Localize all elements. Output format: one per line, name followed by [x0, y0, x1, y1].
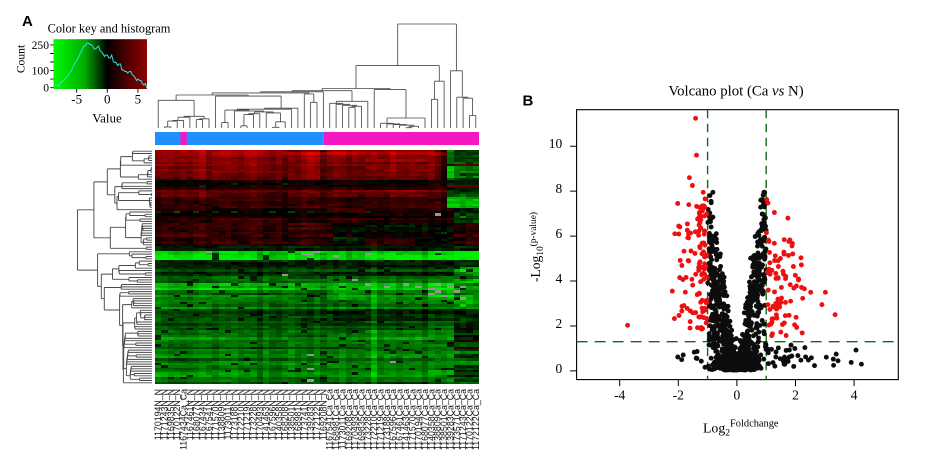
svg-text:1169835N_N: 1169835N_N [166, 389, 176, 440]
svg-text:Value: Value [92, 111, 122, 126]
svg-text:A: A [22, 13, 33, 30]
svg-text:1139283Ca_Ca: 1139283Ca_Ca [445, 389, 455, 450]
svg-text:1169208N_N: 1169208N_N [318, 389, 328, 440]
svg-text:1167596Ca_Ca: 1167596Ca_Ca [388, 389, 398, 450]
svg-text:1173741N_N: 1173741N_N [299, 389, 309, 440]
svg-text:1167461Ca_Ca: 1167461Ca_Ca [395, 389, 405, 450]
svg-text:-5: -5 [71, 92, 82, 107]
svg-text:10: 10 [549, 136, 563, 151]
svg-text:0: 0 [556, 361, 563, 376]
svg-text:1171219Ca_Ca: 1171219Ca_Ca [376, 389, 386, 450]
svg-text:Color key and histogram: Color key and histogram [48, 22, 171, 36]
svg-text:1138501Ca_Ca: 1138501Ca_Ca [439, 389, 449, 450]
svg-text:B: B [523, 93, 534, 110]
svg-text:1167596N_N: 1167596N_N [268, 389, 278, 440]
svg-text:100: 100 [32, 65, 50, 78]
svg-text:-2: -2 [673, 388, 684, 403]
svg-text:1171570Ca_Ca: 1171570Ca_Ca [407, 389, 417, 450]
svg-text:1140358Ca_Ca: 1140358Ca_Ca [426, 389, 436, 450]
svg-text:1140358N_N: 1140358N_N [274, 389, 284, 440]
svg-text:1138809Ca_Ca: 1138809Ca_Ca [433, 389, 443, 450]
svg-text:1172210Ca_Ca: 1172210Ca_Ca [369, 389, 379, 450]
svg-text:1167541N_N: 1167541N_N [204, 389, 214, 440]
svg-text:1169208Ca_Ca: 1169208Ca_Ca [344, 389, 354, 450]
svg-text:1139283N_N: 1139283N_N [306, 389, 316, 440]
svg-text:0: 0 [734, 388, 741, 403]
svg-text:1168077Ca_Ca: 1168077Ca_Ca [420, 389, 430, 450]
svg-text:1168981Ca_Ca: 1168981Ca_Ca [331, 389, 341, 450]
svg-text:1167434Ca_Ca: 1167434Ca_Ca [179, 389, 189, 450]
svg-text:1172210N_N: 1172210N_N [236, 389, 246, 440]
svg-text:1141463Ca_Ca: 1141463Ca_Ca [401, 389, 411, 450]
svg-text:2: 2 [792, 388, 799, 403]
svg-text:1138501N_N: 1138501N_N [287, 389, 297, 440]
svg-text:1138809N_N: 1138809N_N [217, 389, 227, 440]
svg-text:1172122N_N: 1172122N_N [312, 389, 322, 440]
svg-text:1172122Ca_Ca: 1172122Ca_Ca [471, 389, 481, 450]
svg-text:1173571Ca_Ca: 1173571Ca_Ca [452, 389, 462, 450]
svg-text:1173011N_N: 1173011N_N [223, 389, 233, 440]
svg-text:4: 4 [851, 388, 858, 403]
svg-text:1173011Ca_Ca: 1173011Ca_Ca [337, 389, 347, 449]
svg-text:250: 250 [32, 39, 50, 52]
svg-text:0: 0 [43, 82, 49, 95]
svg-text:5: 5 [135, 92, 142, 107]
svg-text:2: 2 [556, 316, 563, 331]
svg-text:1167434N_N: 1167434N_N [198, 389, 208, 440]
svg-text:1171243Ca_Ca: 1171243Ca_Ca [458, 389, 468, 450]
svg-text:1170493N_N: 1170493N_N [255, 389, 265, 440]
svg-text:1167541Ca_Ca: 1167541Ca_Ca [325, 389, 335, 450]
svg-text:1173228Ca_Ca: 1173228Ca_Ca [363, 389, 373, 450]
svg-text:1168981N_N: 1168981N_N [293, 389, 303, 440]
svg-text:1170122N_N: 1170122N_N [172, 389, 182, 440]
svg-text:Count: Count [15, 44, 28, 73]
svg-text:1168077N_N: 1168077N_N [191, 389, 201, 440]
svg-text:1170194N_N: 1170194N_N [153, 389, 163, 440]
svg-text:-4: -4 [614, 388, 625, 403]
svg-text:1170194Ca_Ca: 1170194Ca_Ca [414, 389, 424, 450]
svg-text:1168208N_N: 1168208N_N [280, 389, 290, 440]
svg-text:Volcano plot (Ca vs N): Volcano plot (Ca vs N) [668, 84, 803, 100]
svg-text:1173228N_N: 1173228N_N [249, 389, 259, 440]
svg-text:1169835Ca_Ca: 1169835Ca_Ca [357, 389, 367, 450]
svg-text:1171243N_N: 1171243N_N [160, 389, 170, 440]
svg-text:0: 0 [104, 92, 111, 107]
svg-text:8: 8 [556, 181, 563, 196]
svg-text:1171219N_N: 1171219N_N [242, 389, 252, 440]
svg-text:1167461N_N: 1167461N_N [185, 389, 195, 440]
svg-text:1171570N_N: 1171570N_N [210, 389, 220, 440]
svg-text:1141463N_N: 1141463N_N [261, 389, 271, 440]
svg-text:4: 4 [556, 271, 563, 286]
svg-text:1170122Ca_Ca: 1170122Ca_Ca [465, 389, 475, 450]
svg-text:1173188N_N: 1173188N_N [229, 389, 239, 440]
svg-text:1170493Ca_Ca: 1170493Ca_Ca [350, 389, 360, 450]
svg-text:6: 6 [556, 226, 563, 241]
svg-text:1173188Ca_Ca: 1173188Ca_Ca [382, 389, 392, 450]
